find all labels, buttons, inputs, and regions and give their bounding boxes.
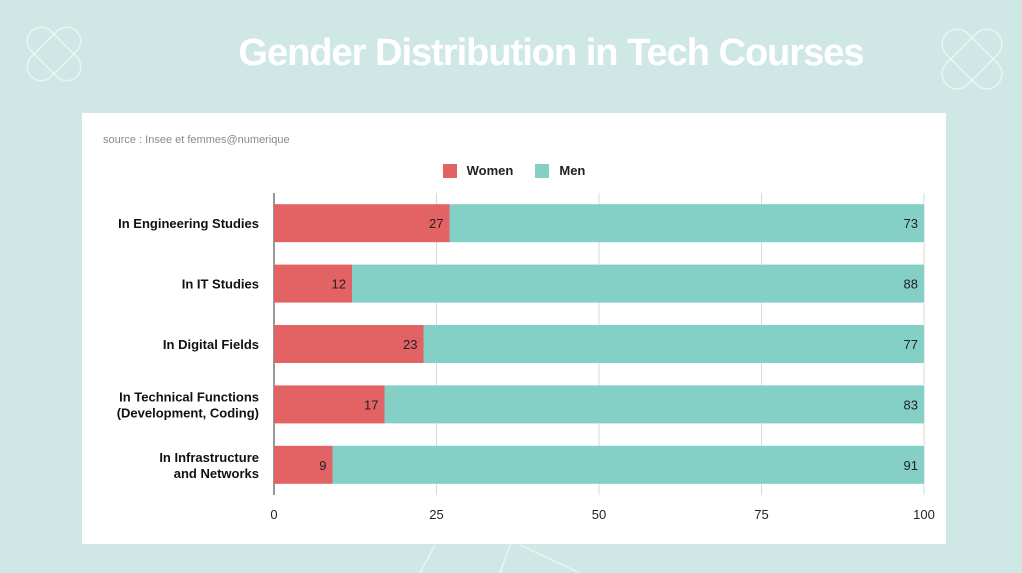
bar-women: [274, 445, 333, 484]
bar-women: [274, 385, 385, 424]
bar-men: [332, 445, 924, 484]
category-label: In Infrastructure and Networks: [159, 450, 259, 481]
chart-card: source : Insee et femmes@numerique Women…: [82, 113, 946, 544]
x-tick-label: 100: [913, 507, 935, 522]
bar-women: [274, 264, 352, 303]
bar-women: [274, 204, 450, 243]
category-label: In Digital Fields: [163, 337, 259, 352]
data-label: 27: [429, 216, 443, 231]
data-label: 12: [332, 277, 346, 292]
category-label: In IT Studies: [182, 277, 259, 292]
data-label: 88: [904, 277, 918, 292]
bar-men: [352, 264, 924, 303]
legend-label-men: Men: [559, 163, 586, 178]
source-note: source : Insee et femmes@numerique: [103, 134, 290, 146]
data-label: 91: [904, 458, 918, 473]
bar-men: [384, 385, 924, 424]
x-tick-label: 0: [270, 507, 277, 522]
data-label: 73: [904, 216, 918, 231]
x-tick-label: 50: [592, 507, 606, 522]
data-label: 83: [904, 397, 918, 412]
bar-men: [449, 204, 924, 243]
data-label: 17: [364, 397, 378, 412]
bar-men: [423, 325, 924, 363]
x-tick-label: 25: [429, 507, 443, 522]
data-label: 23: [403, 337, 417, 352]
page-title: Gender Distribution in Tech Courses: [238, 32, 864, 74]
data-label: 77: [904, 337, 918, 352]
bar-chart: 0 25 50 75 100 27 73 In Engineering Studies 12 88…: [117, 193, 935, 522]
legend-swatch-women: [442, 163, 457, 178]
legend-item-men: Men: [535, 163, 585, 178]
data-label: 9: [319, 458, 326, 473]
legend: Women Men: [82, 163, 946, 178]
legend-label-women: Women: [466, 163, 514, 178]
x-tick-label: 75: [754, 507, 768, 522]
category-label: In Engineering Studies: [118, 216, 259, 231]
legend-item-women: Women: [442, 163, 514, 178]
legend-swatch-men: [535, 163, 550, 178]
category-label: In Technical Functions (Development, Codi…: [117, 389, 259, 420]
bar-women: [274, 325, 424, 363]
